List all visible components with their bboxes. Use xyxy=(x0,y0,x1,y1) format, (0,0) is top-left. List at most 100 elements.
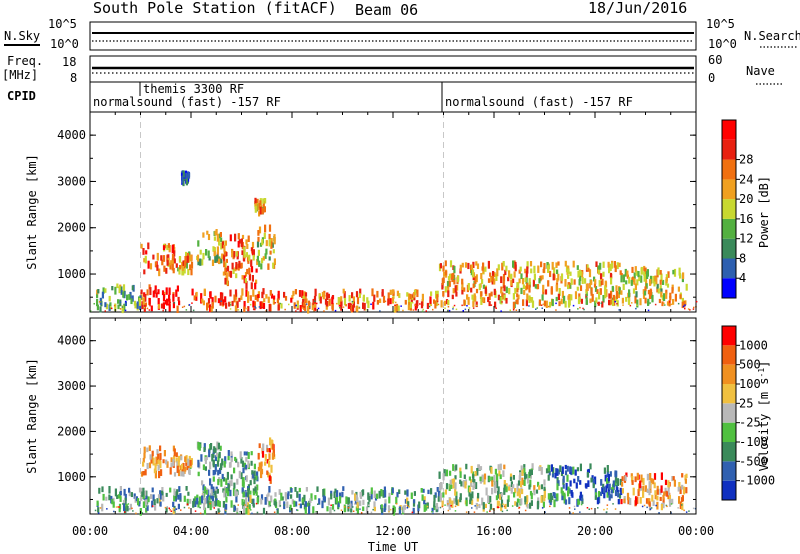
power-cell xyxy=(319,296,322,304)
power-cell xyxy=(449,260,453,268)
velocity-cell xyxy=(140,471,144,477)
velocity-cell xyxy=(223,477,226,482)
power-cell xyxy=(263,298,266,303)
power-scatter-dot xyxy=(448,309,451,312)
velocity-cell xyxy=(648,503,652,511)
power-cell xyxy=(441,283,444,290)
velocity-cell xyxy=(625,472,628,478)
power-cell xyxy=(233,294,236,303)
power-cell xyxy=(447,276,451,281)
velocity-scatter-dot xyxy=(450,505,452,507)
velocity-cell xyxy=(153,499,156,505)
velocity-cell xyxy=(189,498,192,504)
power-cell xyxy=(250,247,253,252)
power-scatter-dot xyxy=(317,307,320,310)
power-scatter-dot xyxy=(279,302,282,305)
power-cell xyxy=(452,272,455,280)
velocity-cell xyxy=(335,496,339,504)
velocity-scatter-dot xyxy=(218,512,220,514)
power-cbar-label: Power [dB] xyxy=(757,176,771,248)
velocity-cell xyxy=(556,468,559,476)
power-cell xyxy=(610,277,613,285)
power-cell xyxy=(216,254,219,262)
power-cell xyxy=(446,280,450,289)
power-cell xyxy=(240,295,243,300)
x-axis-title: Time UT xyxy=(368,540,419,554)
power-cell xyxy=(404,299,407,305)
velocity-cell xyxy=(112,497,115,504)
velocity-cell xyxy=(192,498,196,505)
power-cell xyxy=(202,232,205,238)
power-cell xyxy=(247,235,250,242)
power-scatter-dot xyxy=(208,305,211,308)
power-cell xyxy=(148,284,151,290)
power-cell xyxy=(382,295,386,303)
velocity-cell xyxy=(270,464,273,473)
velocity-cell xyxy=(518,488,521,495)
power-cell xyxy=(610,299,613,305)
power-cell xyxy=(443,271,446,277)
power-cell xyxy=(537,265,540,273)
velocity-cell xyxy=(620,490,623,496)
velocity-cell xyxy=(256,484,259,491)
velocity-cell xyxy=(355,491,358,497)
velocity-cluster xyxy=(257,437,276,484)
power-cell xyxy=(243,306,246,313)
power-cell xyxy=(490,276,493,283)
velocity-cell xyxy=(251,470,254,475)
velocity-cell xyxy=(356,502,359,509)
velocity-cell xyxy=(665,490,668,496)
power-cell xyxy=(549,270,552,278)
velocity-cell xyxy=(667,480,670,488)
velocity-cell xyxy=(196,497,199,505)
power-cell xyxy=(667,271,670,278)
velocity-cell xyxy=(230,457,233,463)
power-scatter-dot xyxy=(339,307,341,309)
power-scatter-dot xyxy=(689,309,691,311)
velocity-scatter-dot xyxy=(497,506,500,508)
power-cell xyxy=(206,230,209,235)
velocity-cell xyxy=(479,476,482,482)
velocity-cell xyxy=(630,473,633,478)
power-cell xyxy=(130,298,133,305)
velocity-cell xyxy=(639,497,642,504)
velocity-cell xyxy=(678,496,681,504)
power-cell xyxy=(359,288,362,295)
velocity-cell xyxy=(387,505,391,513)
power-scatter-dot xyxy=(425,310,427,312)
power-scatter-dot xyxy=(358,306,361,309)
velocity-cell xyxy=(230,500,233,508)
power-cell xyxy=(247,291,250,299)
velocity-cell xyxy=(442,473,445,481)
power-cell xyxy=(292,290,295,296)
power-cell xyxy=(447,300,450,306)
power-cell xyxy=(507,276,510,282)
power-scatter-dot xyxy=(462,310,464,312)
velocity-cell xyxy=(499,474,502,480)
velocity-scatter-dot xyxy=(255,502,258,505)
power-cell xyxy=(526,266,529,274)
velocity-cell xyxy=(516,483,519,492)
power-cell xyxy=(656,286,659,293)
power-cell xyxy=(356,305,359,313)
velocity-cell xyxy=(475,482,478,490)
velocity-scatter-dot xyxy=(337,507,339,510)
velocity-cell xyxy=(188,455,191,463)
velocity-cell xyxy=(173,495,176,502)
power-cell xyxy=(573,279,576,285)
velocity-scatter-dot xyxy=(541,507,544,509)
velocity-cell xyxy=(158,471,161,479)
velocity-cell xyxy=(258,443,261,449)
velocity-scatter-dot xyxy=(273,511,276,513)
velocity-cell xyxy=(112,501,115,508)
velocity-cell xyxy=(520,498,523,505)
power-cell xyxy=(595,261,598,267)
velocity-cell xyxy=(230,480,233,487)
power-cell xyxy=(545,300,548,308)
power-scatter-dot xyxy=(412,309,415,311)
power-cell xyxy=(171,258,174,264)
velocity-cell xyxy=(255,475,258,481)
velocity-cell xyxy=(530,492,533,500)
power-cell xyxy=(262,201,265,208)
velocity-cell xyxy=(587,480,590,487)
